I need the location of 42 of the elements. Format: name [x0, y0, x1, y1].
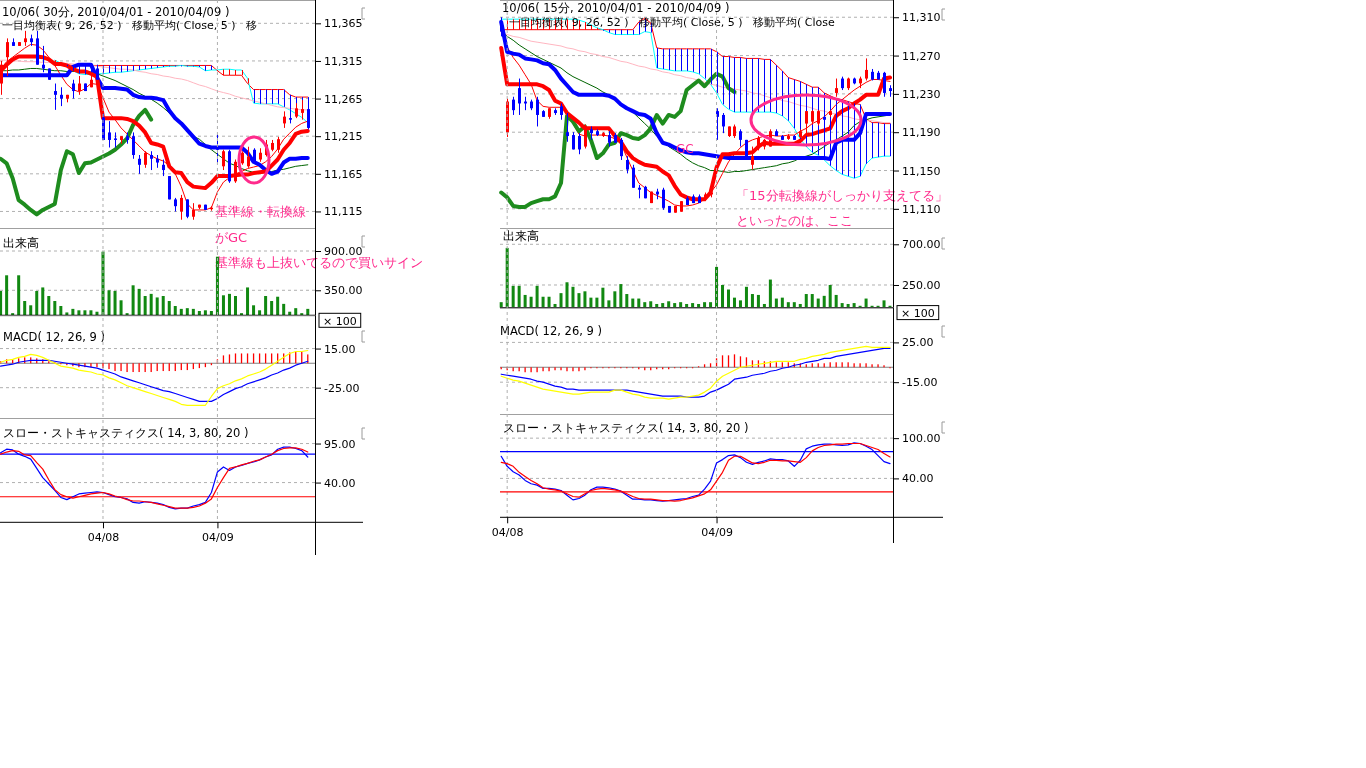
x-tick-label: 04/08	[491, 526, 524, 540]
text: MACD( 12, 26, 9 )	[3, 330, 105, 344]
y-tick-label: 40.00	[902, 472, 934, 486]
y-tick-label: 11,365	[324, 17, 363, 31]
chart-title: 10/06( 15分, 2010/04/01 - 2010/04/09 )	[502, 1, 730, 15]
y-tick-label: 100.00	[902, 432, 941, 446]
text: スロー・ストキャスティクス( 14, 3, 80, 20 )	[503, 421, 749, 435]
annotation: GC	[676, 142, 694, 156]
y-tick-label: 11,165	[324, 167, 363, 181]
chart-title: 出来高	[503, 229, 539, 243]
x-tick-label: 04/08	[87, 531, 120, 545]
y-tick-label: 25.00	[902, 336, 934, 350]
y-tick-label: -15.00	[902, 376, 938, 390]
annotation: といったのは、ここ	[736, 213, 853, 228]
y-tick-label: 11,310	[902, 11, 941, 25]
y-tick-label: 11,150	[902, 164, 941, 178]
x-tick-label: 04/09	[701, 526, 733, 540]
text: 10/06( 30分, 2010/04/01 - 2010/04/09 )	[2, 5, 230, 19]
y-tick-label: 15.00	[324, 342, 356, 356]
y-tick-label: 11,315	[324, 54, 363, 68]
y-tick-label: 250.00	[902, 279, 941, 293]
y-tick-label: 11,190	[902, 126, 941, 140]
text: MACD( 12, 26, 9 )	[500, 324, 602, 338]
y-tick-label: 350.00	[324, 284, 363, 298]
text: 出来高	[3, 236, 39, 250]
annotation: 基準線・転換線	[215, 204, 306, 219]
y-tick-label: 11,265	[324, 92, 363, 106]
y-tick-label: 11,215	[324, 130, 363, 144]
annotation: がGC	[215, 229, 248, 245]
x-tick-label: 04/09	[202, 531, 234, 545]
y-tick-label: 95.00	[324, 437, 356, 451]
y-axis-title: × 100	[323, 314, 357, 328]
y-tick-label: 11,110	[902, 202, 941, 216]
y-axis-title: × 100	[901, 307, 935, 321]
text: スロー・ストキャスティクス( 14, 3, 80, 20 )	[3, 426, 249, 440]
y-tick-label: 11,115	[324, 205, 363, 219]
y-tick-label: 40.00	[324, 476, 356, 490]
text: 一目均衡表( 9, 26, 52 ) 移動平均( Close, 5 ) 移	[2, 19, 258, 32]
y-tick-label: -25.00	[324, 381, 360, 395]
y-tick-label: 11,230	[902, 87, 941, 101]
y-tick-label: 11,270	[902, 49, 941, 63]
y-tick-label: 700.00	[902, 238, 941, 252]
